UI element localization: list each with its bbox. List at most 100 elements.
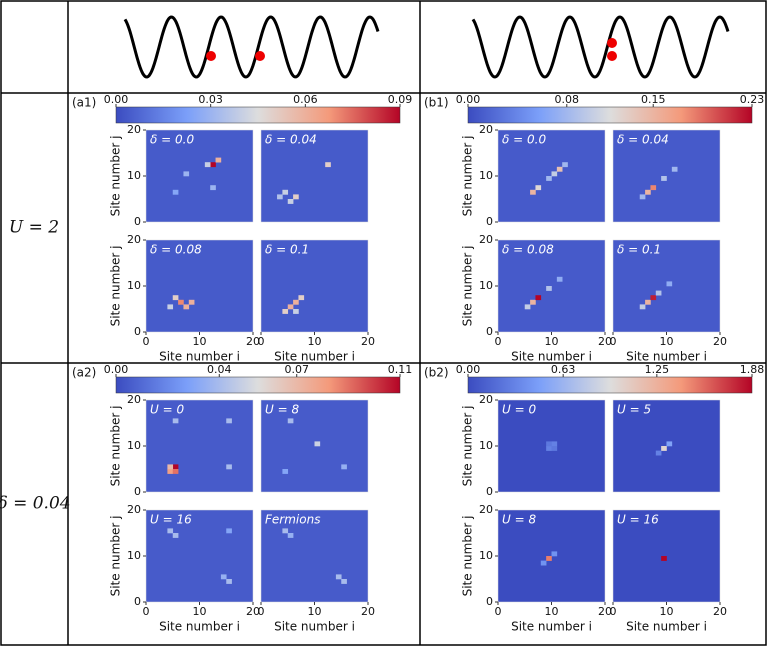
heatmap-cell <box>293 194 299 200</box>
y-tick-label: 10 <box>479 279 493 292</box>
heatmap-cell <box>226 579 232 584</box>
y-tick-label: 10 <box>127 439 141 452</box>
x-tick-label: 0 <box>495 605 502 618</box>
panel-label: (b2) <box>424 366 449 380</box>
x-tick-label: 10 <box>308 605 322 618</box>
heatmap-cell <box>341 464 347 470</box>
x-tick-label: 10 <box>545 335 559 348</box>
heatmap-cell <box>282 309 289 314</box>
subplot-annotation: Fermions <box>265 513 320 527</box>
particle <box>607 51 617 61</box>
panel-label: (b1) <box>424 96 449 110</box>
heatmap-cell <box>282 469 289 474</box>
subplot-annotation: U = 8 <box>502 513 536 527</box>
colorbar-tick-label: 0.07 <box>284 363 309 376</box>
heatmap-cell <box>666 441 673 447</box>
x-tick-label: 0 <box>610 335 617 348</box>
y-axis-label: Site number j <box>461 516 475 597</box>
subplot-annotation: δ = 0.08 <box>150 243 202 257</box>
heatmap-background <box>261 130 368 222</box>
heatmap-cell <box>226 464 232 470</box>
subplot-frame <box>612 399 721 493</box>
x-tick-label: 20 <box>598 335 612 348</box>
heatmap-cell <box>167 528 174 534</box>
colorbar-tick-label: 0.00 <box>456 363 481 376</box>
subplot-annotation: δ = 0.1 <box>265 243 309 257</box>
heatmap-cell <box>287 304 294 310</box>
subplot-annotation: δ = 0.0 <box>150 133 194 147</box>
x-tick-label: 0 <box>143 605 150 618</box>
lattice-wave <box>471 15 730 79</box>
heatmap-cell <box>551 171 558 177</box>
x-axis-label: Site number i <box>626 350 707 364</box>
heatmap-cell <box>530 189 536 195</box>
y-axis-label: Site number j <box>109 246 123 327</box>
x-tick-label: 10 <box>545 605 559 618</box>
heatmap-cell <box>282 189 289 195</box>
particle <box>255 51 265 61</box>
heatmap-cell <box>341 579 347 584</box>
y-tick-label: 0 <box>134 325 141 338</box>
colorbar-tick-label: 0.00 <box>104 363 129 376</box>
heatmap-cell <box>546 446 552 451</box>
heatmap-cell <box>167 469 174 474</box>
colorbar-tick-label: 0.03 <box>198 93 223 106</box>
heatmap-background <box>146 130 253 222</box>
colorbar-tick-label: 1.25 <box>645 363 670 376</box>
heatmap-cell <box>645 189 651 195</box>
subplot-frame <box>612 129 721 223</box>
subplot-frame <box>260 399 369 493</box>
heatmap-cell <box>655 290 662 296</box>
heatmap-cell <box>661 446 667 451</box>
y-tick-label: 10 <box>479 439 493 452</box>
subplot-annotation: δ = 0.1 <box>617 243 661 257</box>
colorbar-tick-label: 0.00 <box>104 93 129 106</box>
heatmap-cell <box>551 441 558 447</box>
x-tick-label: 10 <box>660 605 674 618</box>
y-axis-label: Site number j <box>461 406 475 487</box>
heatmap-cell <box>210 185 216 191</box>
y-tick-label: 20 <box>127 393 141 406</box>
heatmap-cell <box>204 162 211 168</box>
y-tick-label: 10 <box>127 279 141 292</box>
colorbar-tick-label: 0.09 <box>388 93 413 106</box>
subplot-annotation: U = 16 <box>150 513 192 527</box>
x-tick-label: 20 <box>246 605 260 618</box>
x-tick-label: 20 <box>361 335 375 348</box>
y-axis-label: Site number j <box>461 246 475 327</box>
heatmap-cell <box>562 162 568 168</box>
heatmap-cell <box>671 166 678 172</box>
heatmap-cell <box>226 528 232 534</box>
heatmap-cell <box>282 528 289 534</box>
heatmap-cell <box>335 574 342 580</box>
heatmap-cell <box>220 574 227 580</box>
x-axis-label: Site number i <box>159 350 240 364</box>
panel-label: (a1) <box>72 96 96 110</box>
colorbar-tick-label: 1.88 <box>740 363 765 376</box>
subplot-annotation: δ = 0.08 <box>502 243 554 257</box>
x-tick-label: 10 <box>308 335 322 348</box>
y-tick-label: 10 <box>479 549 493 562</box>
heatmap-cell <box>172 464 179 470</box>
y-axis-label: Site number j <box>109 406 123 487</box>
y-axis-label: Site number j <box>461 136 475 217</box>
heatmap-cell <box>178 299 184 305</box>
heatmap-cell <box>530 299 536 305</box>
subplot-annotation: δ = 0.04 <box>617 133 669 147</box>
particle <box>206 51 216 61</box>
x-tick-label: 20 <box>713 335 727 348</box>
y-tick-label: 10 <box>127 549 141 562</box>
heatmap-cell <box>650 185 657 191</box>
heatmap-cell <box>287 199 294 204</box>
heatmap-cell <box>215 157 222 163</box>
panel-label: (a2) <box>72 366 96 380</box>
heatmap-cell <box>535 295 542 301</box>
subplot-annotation: U = 0 <box>150 403 184 417</box>
heatmap-cell <box>540 560 547 566</box>
y-tick-label: 20 <box>127 503 141 516</box>
heatmap-cell <box>325 162 331 168</box>
y-tick-label: 20 <box>479 233 493 246</box>
heatmap-cell <box>167 464 174 470</box>
heatmap-cell <box>666 281 673 287</box>
x-tick-label: 0 <box>258 605 265 618</box>
